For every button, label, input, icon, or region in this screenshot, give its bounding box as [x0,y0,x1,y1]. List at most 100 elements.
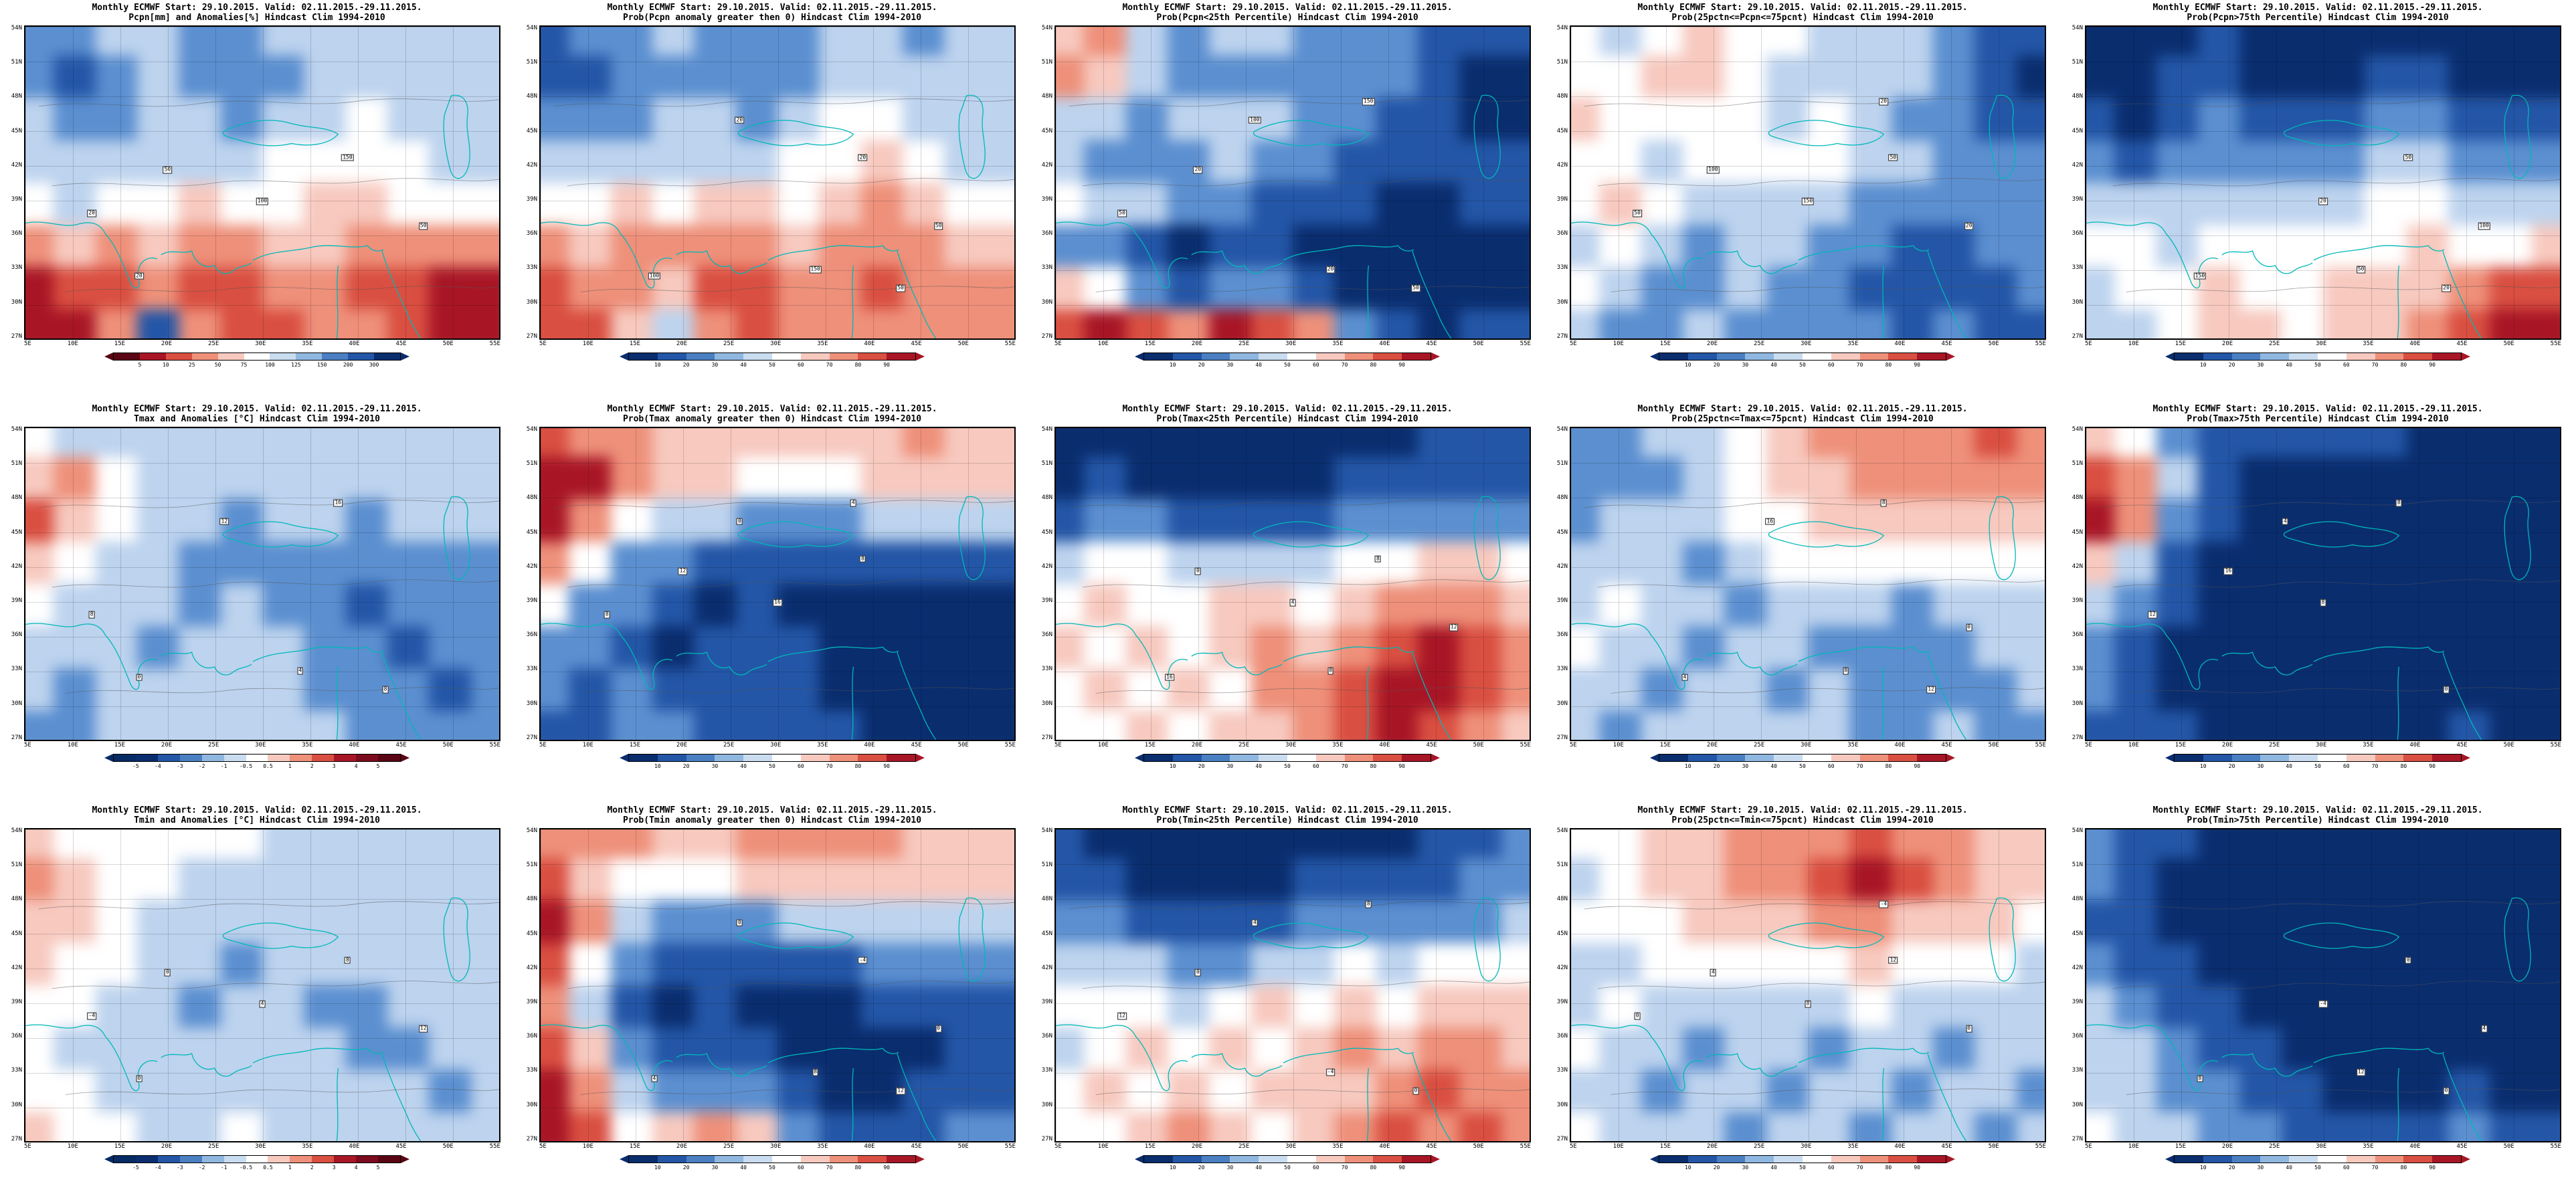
colorbar-segment [1917,353,1946,360]
field-cell [1417,182,1460,225]
field-cell [2016,225,2045,268]
colorbar-tick: 10 [1684,763,1691,769]
field-cell [2197,182,2240,225]
map-canvas: 0 4 8 12 16 8 [24,426,500,741]
contour-label: 12 [418,1025,428,1033]
colorbar-segment [2231,1155,2261,1163]
field-cell [735,1070,777,1112]
field-cell [2016,26,2045,56]
lon-label: 55E [2035,1142,2046,1150]
colorbar-segment [268,754,290,761]
field-cell [1891,541,1933,584]
field-cell [1766,583,1808,627]
field-cell [694,225,736,268]
field-cell [2114,309,2156,338]
colorbar-tick: 30 [2257,361,2264,368]
field-cell [1501,541,1530,584]
colorbar-tick: 70 [1341,361,1348,368]
contour-label: 50 [1411,284,1420,292]
field-cell [2239,626,2282,669]
field-cell [429,98,471,140]
contour-label: 16 [773,599,782,607]
field-cell [1084,182,1126,225]
field-cell [569,499,611,542]
colorbar-tick: 90 [1914,763,1921,769]
field-cell [1766,710,1808,740]
field-cell [2016,1027,2045,1070]
forecast-panel-r2c5: Monthly ECMWF Start: 29.10.2015. Valid: … [2061,401,2576,803]
field-cell [1501,225,1530,268]
field-cell [1766,858,1808,901]
field-cell [1571,427,1600,458]
lat-label: 27N [2072,1135,2083,1142]
field-cell [1571,309,1600,338]
colorbar-tick: 40 [2286,361,2293,368]
field-cell [1599,1112,1641,1141]
lon-label: 40E [1894,741,1906,748]
colorbar-segment [629,1155,658,1163]
field-cell [944,858,986,901]
lon-label: 35E [2363,741,2374,748]
lat-label: 36N [1556,631,1568,639]
colorbar-segment [715,754,744,761]
coastline-overlay [1571,829,2045,1141]
map-area: 54N 51N 48N 45N 42N 39N 36N 33N 30N 27N 20 50 100 150… [2066,25,2569,340]
field-cell [1292,710,1335,740]
field-cell [220,668,262,711]
colorbar-tick: 60 [2342,361,2350,368]
field-cell [345,985,387,1028]
field-cell [1334,182,1376,225]
field-cell [2365,26,2407,56]
field-cell [1932,1112,1975,1141]
lat-label: 42N [526,563,537,570]
lon-label: 40E [2409,340,2421,347]
field-cell [2490,309,2532,338]
field-cell [262,98,304,140]
field-cell [1849,942,1892,985]
lon-label: 25E [208,1142,219,1150]
lat-label: 27N [526,734,537,741]
colorbar-tick: 60 [2342,763,2350,769]
contour-label: 16 [1765,518,1775,526]
field-cell [569,267,611,310]
field-cell [1571,829,1600,859]
lon-label: 30E [1801,1142,1812,1150]
colorbar-tick: 70 [1856,1164,1863,1171]
field-cell [387,668,430,711]
field-cell [2197,583,2240,627]
colorbar-segment [2175,1155,2203,1163]
lon-label: 20E [1191,741,1203,748]
field-cell [1807,140,1850,183]
field-cell [2322,829,2365,859]
field-cell [2365,541,2407,584]
field-cell [1682,499,1725,542]
colorbar-segment [715,353,744,360]
lat-label: 54N [526,425,537,433]
graticule [541,829,1014,1141]
lon-label: 25E [723,340,735,347]
colorbar-segment [2203,754,2232,761]
colorbar-segment [1716,353,1746,360]
field-cell [860,26,903,56]
field-cell [304,140,346,183]
lat-label: 51N [526,59,537,66]
colorbar-tick: 30 [1742,763,1749,769]
field-cell [1891,26,1933,56]
lon-label: 5E [539,1142,547,1150]
lat-label: 39N [2072,597,2083,604]
coastline-overlay [541,829,1014,1141]
field-cell [1501,56,1530,98]
colorbar-scale: 10 20 30 40 50 60 70 80 90 [1659,753,1946,769]
field-cell [2086,26,2115,56]
lat-label: 39N [1556,597,1568,604]
field-cell [262,1112,304,1141]
field-cell [2365,710,2407,740]
colorbar-tick: 70 [826,763,833,769]
coastline-overlay [25,428,499,740]
field-cell [2365,829,2407,859]
field-cell [1501,98,1530,140]
graticule [1056,427,1530,740]
field-cell [2281,1027,2323,1070]
colorbar: 10 20 30 40 50 60 70 80 90 [1036,352,1539,373]
